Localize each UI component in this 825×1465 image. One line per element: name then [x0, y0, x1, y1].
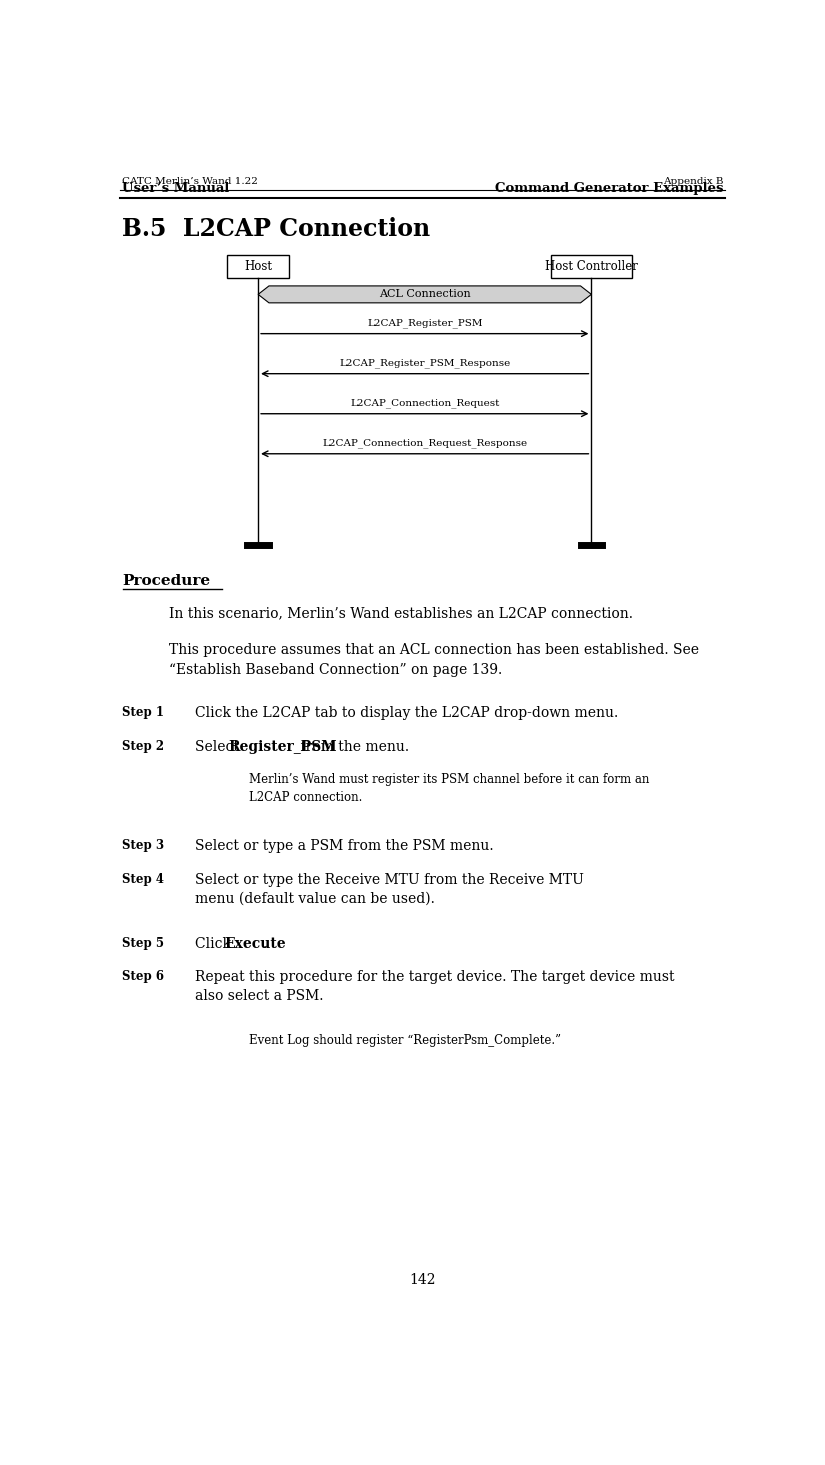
Text: CATC Merlin’s Wand 1.22: CATC Merlin’s Wand 1.22 [122, 177, 258, 186]
Text: Appendix B: Appendix B [662, 177, 724, 186]
Text: Step 5: Step 5 [122, 938, 164, 951]
Polygon shape [258, 286, 592, 303]
Text: Select or type the Receive MTU from the Receive MTU
menu (default value can be u: Select or type the Receive MTU from the … [195, 873, 583, 907]
FancyBboxPatch shape [227, 255, 289, 278]
Text: Command Generator Examples: Command Generator Examples [495, 182, 724, 195]
Text: L2CAP_Register_PSM_Response: L2CAP_Register_PSM_Response [339, 359, 511, 368]
Text: Merlin’s Wand must register its PSM channel before it can form an
L2CAP connecti: Merlin’s Wand must register its PSM chan… [249, 772, 649, 803]
Text: Repeat this procedure for the target device. The target device must
also select : Repeat this procedure for the target dev… [195, 970, 674, 1004]
Text: Step 1: Step 1 [122, 706, 164, 719]
Text: 142: 142 [409, 1273, 436, 1286]
Text: Select: Select [195, 740, 243, 754]
Text: Click the L2CAP tab to display the L2CAP drop-down menu.: Click the L2CAP tab to display the L2CAP… [195, 706, 618, 721]
Text: This procedure assumes that an ACL connection has been established. See
“Establi: This procedure assumes that an ACL conne… [169, 643, 699, 677]
Text: Execute: Execute [224, 938, 285, 951]
Text: Step 6: Step 6 [122, 970, 164, 983]
FancyBboxPatch shape [551, 255, 632, 278]
Text: Step 2: Step 2 [122, 740, 165, 753]
Text: .: . [263, 938, 267, 951]
Text: User’s Manual: User’s Manual [122, 182, 230, 195]
Text: Select or type a PSM from the PSM menu.: Select or type a PSM from the PSM menu. [195, 839, 493, 853]
Text: ACL Connection: ACL Connection [379, 290, 470, 299]
Text: Host: Host [244, 261, 272, 272]
Text: Step 3: Step 3 [122, 839, 165, 851]
Text: L2CAP_Connection_Request_Response: L2CAP_Connection_Request_Response [323, 438, 527, 448]
Text: B.5  L2CAP Connection: B.5 L2CAP Connection [122, 217, 431, 240]
Text: Procedure: Procedure [122, 574, 210, 587]
Text: from the menu.: from the menu. [295, 740, 409, 754]
Text: L2CAP_Connection_Request: L2CAP_Connection_Request [350, 398, 499, 409]
Text: Register_PSM: Register_PSM [229, 740, 337, 754]
Text: Event Log should register “RegisterPsm_Complete.”: Event Log should register “RegisterPsm_C… [249, 1034, 561, 1047]
Text: In this scenario, Merlin’s Wand establishes an L2CAP connection.: In this scenario, Merlin’s Wand establis… [169, 607, 633, 620]
Text: Click: Click [195, 938, 235, 951]
Text: L2CAP_Register_PSM: L2CAP_Register_PSM [367, 318, 483, 328]
Text: Step 4: Step 4 [122, 873, 164, 886]
Text: Host Controller: Host Controller [545, 261, 638, 272]
